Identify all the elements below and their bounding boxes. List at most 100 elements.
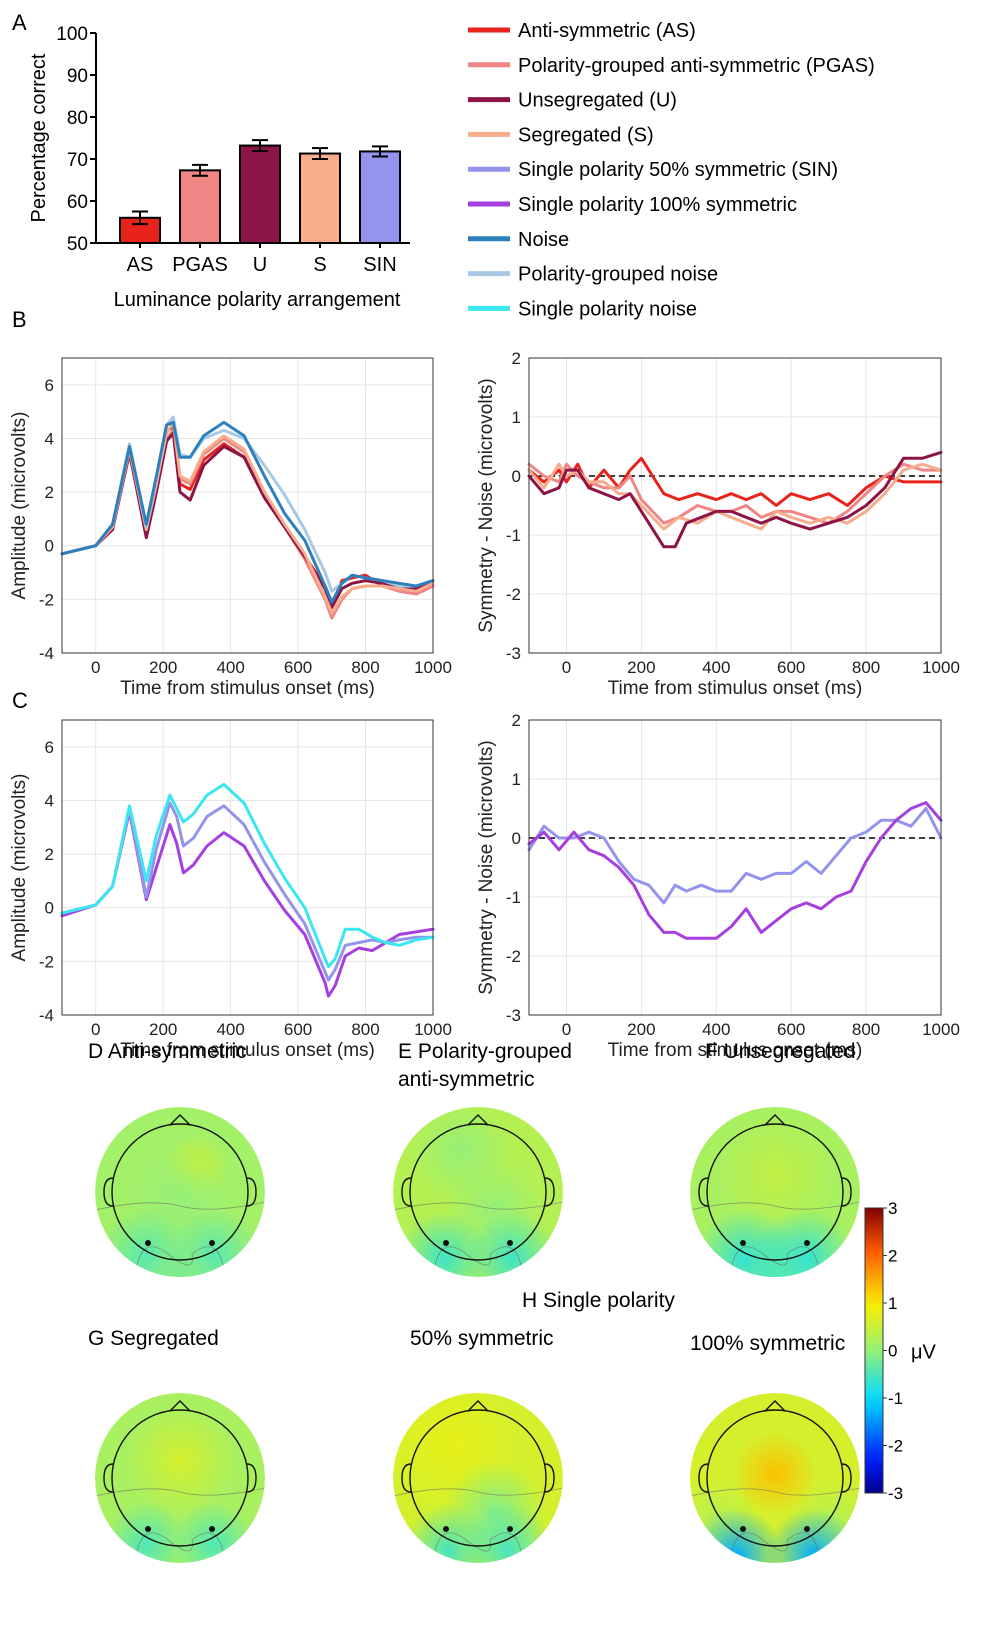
y-tick-label: 4	[45, 429, 54, 448]
line-chart-b-left: 0 200 400 600 800 1000 -4 -2 0 2 4 6 Time from stimu…	[9, 357, 452, 699]
x-tick-label: 1000	[922, 658, 960, 677]
y-axis-label: Percentage correct	[28, 53, 50, 222]
electrode-dot	[209, 1526, 215, 1532]
nose	[169, 1400, 191, 1412]
legend-label: Single polarity 50% symmetric (SIN)	[518, 159, 838, 181]
x-tick-label: 200	[627, 658, 655, 677]
contour-line	[690, 1201, 860, 1211]
x-tick-label: AS	[127, 254, 154, 276]
y-tick-label: -4	[39, 1006, 54, 1025]
electrode-dot	[443, 1526, 449, 1532]
left-ear	[103, 1177, 114, 1207]
colorbar: 3 2 1 0 -1 -2 -3 μV	[864, 1199, 937, 1503]
colorbar-gradient	[864, 1207, 884, 1494]
x-tick-label: 200	[149, 1020, 177, 1039]
right-ear	[544, 1177, 555, 1207]
nose	[764, 1114, 786, 1126]
x-tick-label: 200	[149, 658, 177, 677]
legend: Anti-symmetric (AS) Polarity-grouped anti…	[468, 20, 875, 320]
bar-chart-a: 50 60 70 80 90 100 AS PGAS U S SIN Luminance polari…	[28, 24, 410, 311]
y-tick-label: 1	[512, 770, 521, 789]
contour-line	[729, 1246, 821, 1277]
series-line-sp100	[527, 801, 943, 940]
x-tick-label: S	[313, 254, 326, 276]
y-tick-label: 2	[512, 711, 521, 730]
head-outline	[409, 1409, 547, 1547]
y-tick-label: -2	[39, 952, 54, 971]
series-line-u	[527, 450, 943, 549]
contour-line	[690, 1487, 860, 1497]
topo-blob	[461, 1503, 555, 1563]
panel-label-c: C	[12, 688, 28, 713]
topo-fill	[393, 1107, 563, 1277]
x-tick-label: 0	[562, 1020, 571, 1039]
topo-title-e: anti-symmetric	[398, 1068, 535, 1091]
topo-blob	[146, 1238, 214, 1277]
electrode-dot	[804, 1240, 810, 1246]
y-tick-label: 6	[45, 738, 54, 757]
legend-label: Single polarity noise	[518, 298, 697, 320]
colorbar-tick-label: 3	[888, 1199, 897, 1218]
y-axis-label: Amplitude (microvolts)	[9, 774, 30, 962]
contour-line	[432, 1246, 524, 1277]
colorbar-tick-label: -1	[888, 1389, 903, 1408]
topo-title-f: F Unsegregated	[705, 1040, 856, 1063]
topo-title-h50: 50% symmetric	[410, 1327, 554, 1350]
plot-frame	[61, 719, 434, 1016]
y-tick-label: 6	[45, 376, 54, 395]
contour-line	[393, 1201, 563, 1211]
electrode-dot	[443, 1240, 449, 1246]
series-line-noise	[60, 420, 435, 604]
contour-line	[95, 1201, 265, 1211]
topo-title-h100: 100% symmetric	[690, 1332, 845, 1355]
x-tick-label: 800	[351, 658, 379, 677]
electrode-dot	[209, 1240, 215, 1246]
topo-title-g: G Segregated	[88, 1327, 219, 1350]
panel-label-a: A	[12, 10, 27, 35]
y-tick-label: 100	[56, 24, 88, 45]
left-ear	[401, 1177, 412, 1207]
head-outline	[706, 1123, 844, 1261]
x-tick-label: 200	[627, 1020, 655, 1039]
plot-frame	[528, 719, 942, 1016]
topo-fill	[393, 1393, 563, 1563]
legend-label: Single polarity 100% symmetric	[518, 194, 797, 216]
topo-blob	[465, 1211, 559, 1277]
topo-blob	[766, 1507, 860, 1563]
colorbar-tick-label: -3	[888, 1484, 903, 1503]
y-tick-label: 0	[512, 829, 521, 848]
y-tick-label: -2	[506, 585, 521, 604]
x-tick-label: 400	[216, 1020, 244, 1039]
electrode-dot	[507, 1240, 513, 1246]
x-tick-label: 0	[91, 658, 100, 677]
series-line-u	[60, 431, 435, 609]
y-tick-label: 1	[512, 408, 521, 427]
x-axis-label: Time from stimulus onset (ms)	[608, 1040, 863, 1061]
line-chart-b-right: 0 200 400 600 800 1000 -3 -2 -1 0 1 2 Time from stim…	[476, 349, 960, 699]
y-tick-label: -1	[506, 526, 521, 545]
bar-u	[239, 144, 281, 244]
left-ear	[401, 1463, 412, 1493]
topo-blob	[103, 1501, 189, 1563]
topo-blob	[99, 1209, 193, 1277]
topo-group-title: H Single polarity	[522, 1289, 675, 1312]
x-tick-label: SIN	[363, 254, 396, 276]
right-ear	[246, 1177, 257, 1207]
y-tick-label: 0	[45, 537, 54, 556]
colorbar-tick-label: 2	[888, 1247, 897, 1266]
topo-fill	[690, 1393, 860, 1563]
topo-title-d: D Anti-symmetric	[88, 1040, 247, 1063]
x-tick-label: 1000	[414, 1020, 452, 1039]
topo-blob	[397, 1211, 491, 1277]
y-tick-label: 2	[512, 349, 521, 368]
head-outline	[706, 1409, 844, 1547]
topo-blob	[715, 1115, 835, 1235]
y-axis-label: Amplitude (microvolts)	[9, 412, 30, 600]
legend-label: Polarity-grouped noise	[518, 264, 718, 286]
topo-blob	[171, 1501, 257, 1563]
colorbar-unit: μV	[911, 1342, 937, 1364]
topomap-h50	[393, 1393, 563, 1563]
plot-frame	[528, 357, 942, 654]
topo-blob	[732, 1230, 818, 1277]
